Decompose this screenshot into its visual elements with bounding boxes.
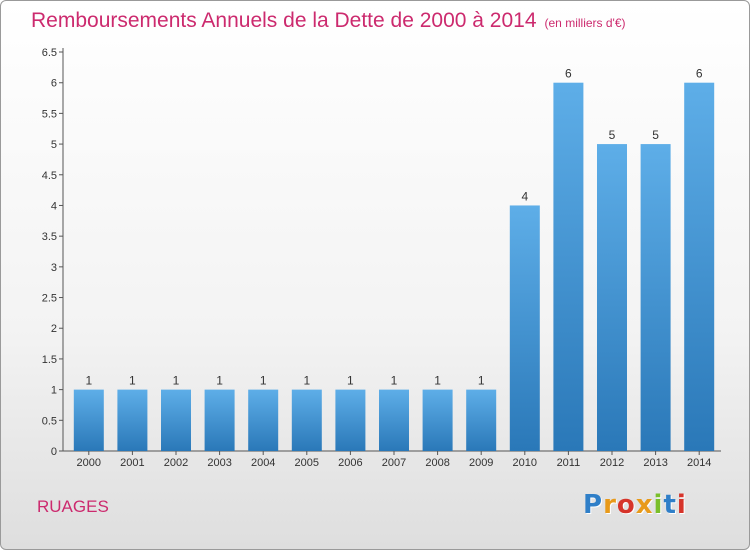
logo-letter: t	[663, 490, 677, 520]
bar	[161, 389, 191, 451]
y-tick-label: 5.5	[42, 108, 57, 120]
chart-title-text: Remboursements Annuels de la Dette de 20…	[31, 9, 537, 32]
data-label: 6	[565, 67, 572, 81]
bar	[553, 82, 584, 451]
y-tick-label: 3.5	[42, 231, 57, 243]
data-label: 1	[391, 374, 398, 388]
data-label: 6	[696, 67, 703, 81]
x-tick-label: 2011	[557, 457, 581, 469]
bar	[73, 389, 104, 451]
bar	[466, 389, 497, 451]
y-tick-label: 6.5	[42, 47, 57, 59]
data-label: 1	[85, 374, 92, 388]
data-label: 1	[173, 374, 180, 388]
logo-letter: r	[603, 490, 617, 520]
chart-labels: 2000 1 2001 1 2002 1 2003 1 2004 1 2005 1 2006 1 2007 1…	[77, 67, 712, 469]
x-tick-label: 2005	[295, 457, 319, 469]
bar	[248, 389, 279, 451]
data-label: 5	[609, 128, 616, 142]
x-tick-label: 2007	[382, 457, 406, 469]
y-tick-label: 6	[51, 78, 57, 90]
chart-subtitle: (en milliers d'€)	[544, 16, 626, 30]
x-tick-label: 2012	[600, 457, 624, 469]
x-tick-label: 2004	[251, 457, 275, 469]
logo-letter: P	[583, 490, 604, 520]
chart-bars	[73, 82, 715, 452]
data-label: 1	[303, 374, 310, 388]
data-label: 1	[260, 374, 267, 388]
chart-title: Remboursements Annuels de la Dette de 20…	[31, 9, 626, 33]
data-label: 1	[216, 374, 223, 388]
y-tick-label: 3	[51, 262, 57, 274]
logo-letter: i	[676, 490, 687, 520]
data-label: 1	[347, 374, 354, 388]
logo-letter: x	[635, 490, 654, 520]
y-tick-label: 2	[51, 323, 57, 335]
x-tick-label: 2000	[77, 457, 101, 469]
proxiti-logo[interactable]: Proxiti	[583, 490, 687, 520]
bar	[422, 389, 453, 451]
data-label: 5	[652, 128, 659, 142]
data-label: 1	[478, 374, 485, 388]
y-tick-label: 1.5	[42, 354, 57, 366]
commune-name: RUAGES	[37, 497, 109, 516]
bar	[684, 82, 715, 451]
bar	[204, 389, 235, 451]
bar	[597, 144, 627, 452]
x-tick-label: 2006	[338, 457, 362, 469]
y-tick-label: 4.5	[42, 170, 57, 182]
x-tick-label: 2010	[513, 457, 537, 469]
y-tick-label: 0	[51, 446, 57, 458]
y-tick-label: 1	[51, 385, 57, 397]
x-tick-label: 2001	[120, 457, 144, 469]
x-tick-label: 2003	[207, 457, 231, 469]
y-tick-label: 4	[51, 200, 57, 212]
x-tick-label: 2013	[643, 457, 667, 469]
logo-letter: o	[616, 490, 636, 520]
x-tick-label: 2002	[164, 457, 188, 469]
bar	[640, 144, 671, 452]
data-label: 4	[521, 189, 528, 203]
y-tick-label: 0.5	[42, 415, 57, 427]
bar	[117, 389, 148, 451]
data-label: 1	[129, 374, 136, 388]
x-tick-label: 2009	[469, 457, 493, 469]
y-tick-label: 5	[51, 139, 57, 151]
bar	[291, 389, 322, 451]
data-label: 1	[434, 374, 441, 388]
bar	[335, 389, 366, 451]
x-tick-label: 2008	[425, 457, 449, 469]
x-tick-label: 2014	[687, 457, 711, 469]
logo-letter: i	[653, 490, 664, 520]
y-tick-label: 2.5	[42, 293, 57, 305]
bar	[379, 389, 409, 451]
bar	[509, 205, 540, 451]
